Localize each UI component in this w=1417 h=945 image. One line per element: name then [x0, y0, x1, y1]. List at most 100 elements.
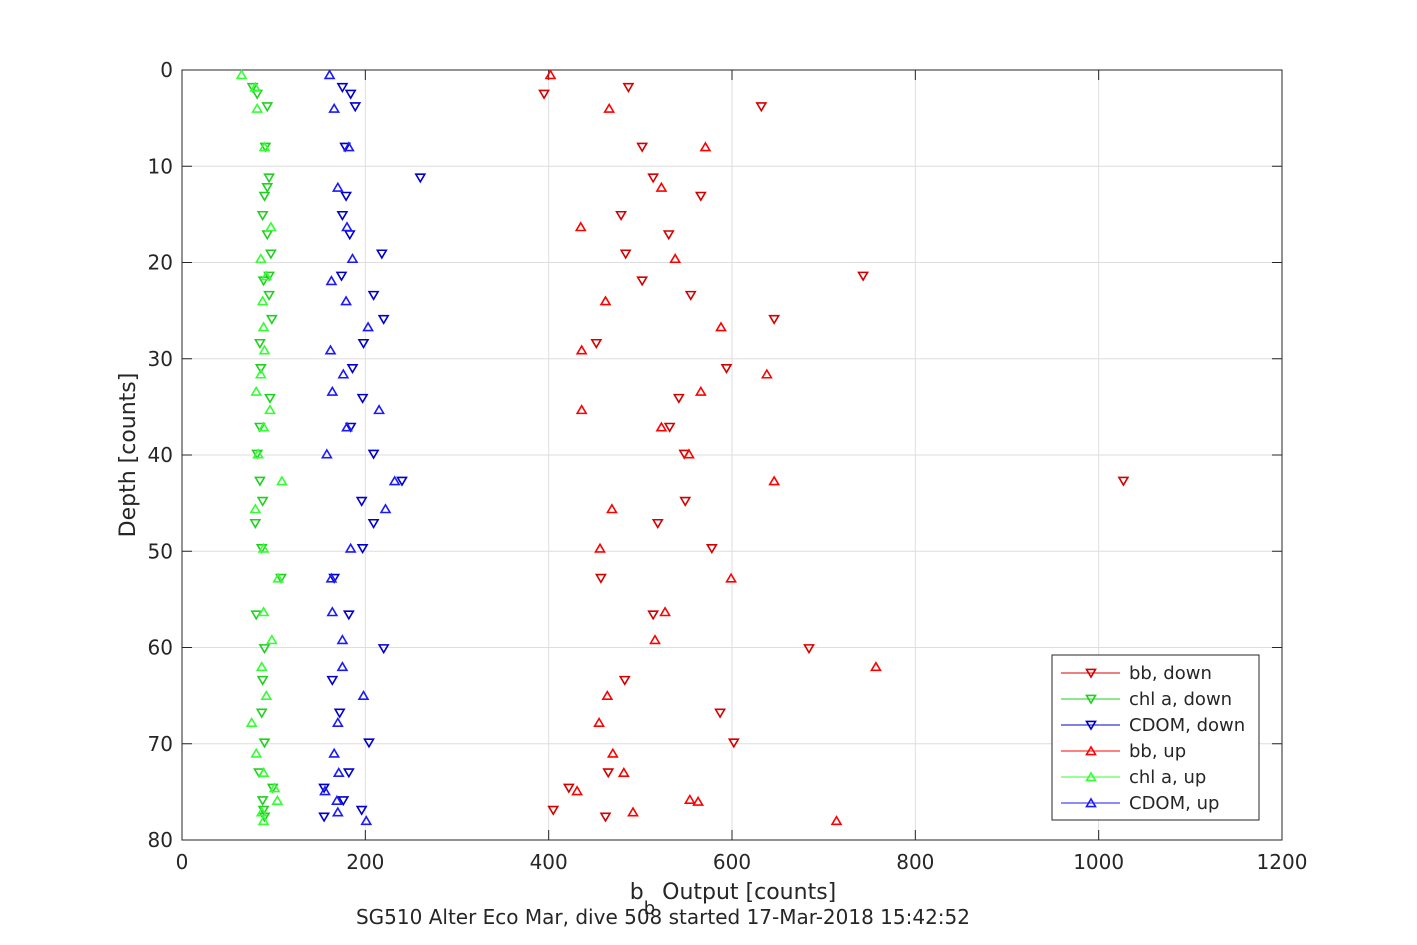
data-point: [602, 768, 615, 779]
data-point: [256, 210, 269, 221]
data-point: [575, 404, 588, 415]
legend-label: CDOM, up: [1129, 793, 1219, 814]
data-point: [355, 496, 368, 507]
data-point: [257, 766, 270, 778]
x-tick-label: 200: [346, 850, 384, 874]
data-point: [803, 644, 815, 655]
data-point: [254, 338, 266, 349]
data-point: [617, 766, 630, 778]
data-point: [357, 338, 370, 349]
data-point: [260, 689, 273, 701]
data-point: [344, 542, 357, 553]
y-axis-label: Depth [counts]: [116, 373, 141, 538]
data-point: [251, 102, 264, 113]
data-point: [265, 249, 277, 260]
data-point: [715, 321, 727, 332]
data-point: [249, 503, 262, 514]
data-point: [256, 295, 269, 306]
data-point: [615, 210, 627, 221]
data-point: [328, 747, 341, 758]
data-point: [373, 404, 385, 415]
data-point: [627, 806, 639, 817]
data-point: [694, 191, 707, 202]
legend-label: chl a, up: [1129, 767, 1206, 788]
data-point: [830, 815, 843, 826]
data-point: [263, 290, 275, 301]
data-point: [388, 475, 401, 486]
data-point: [258, 738, 271, 749]
data-point: [760, 368, 773, 379]
data-point: [265, 221, 277, 232]
data-point: [254, 368, 267, 379]
data-point: [601, 689, 614, 701]
data-point: [336, 82, 349, 93]
data-point: [342, 610, 355, 621]
data-point: [325, 572, 338, 583]
series-2: [318, 82, 427, 823]
data-point: [333, 708, 346, 719]
data-point: [257, 542, 270, 553]
data-point: [360, 815, 373, 826]
data-point: [257, 805, 270, 816]
y-tick-labels: 0 10 20 30 40 50 60 70 80: [148, 58, 173, 852]
data-point: [324, 344, 337, 355]
data-point: [636, 142, 649, 153]
data-point: [683, 448, 695, 459]
data-point: [255, 708, 268, 719]
data-point: [331, 181, 344, 192]
data-point: [337, 796, 350, 807]
data-point: [319, 785, 331, 796]
data-point: [258, 141, 271, 152]
legend-marker: [1085, 745, 1097, 756]
data-point: [337, 368, 350, 379]
data-point: [249, 81, 262, 92]
data-point: [367, 518, 380, 529]
data-point: [575, 344, 588, 355]
data-point: [342, 768, 355, 779]
y-tick-label: 70: [148, 732, 173, 756]
y-tick-label: 0: [160, 58, 173, 82]
y-tick-label: 20: [148, 251, 173, 275]
data-point: [725, 572, 737, 583]
data-point: [336, 634, 349, 645]
data-point: [599, 812, 612, 823]
data-point: [622, 82, 635, 93]
plot-frame: [181, 69, 1283, 841]
data-point: [326, 606, 339, 617]
data-point: [377, 644, 390, 655]
data-point: [705, 543, 718, 554]
data-point: [258, 644, 271, 655]
data-point: [683, 793, 696, 804]
data-point: [649, 634, 661, 645]
data-point: [694, 385, 707, 396]
data-point: [250, 385, 263, 396]
data-point: [755, 102, 768, 113]
data-point: [375, 249, 388, 260]
data-point: [619, 249, 632, 260]
data-point: [318, 812, 330, 823]
data-point: [594, 542, 606, 553]
y-tick-label: 60: [148, 636, 173, 660]
data-point: [325, 275, 338, 286]
x-tick-label: 800: [896, 850, 934, 874]
data-point: [663, 422, 676, 433]
data-point: [326, 385, 339, 396]
data-point: [254, 363, 267, 375]
legend-label: bb, up: [1129, 741, 1186, 762]
data-point: [357, 689, 370, 701]
data-point: [356, 393, 369, 404]
data-point: [249, 518, 262, 529]
data-point: [331, 716, 344, 727]
data-point: [647, 173, 660, 184]
x-tick-labels: 0 200 400 600 800 1000 1200: [176, 850, 1308, 874]
data-point: [606, 747, 619, 758]
data-point: [275, 573, 287, 584]
data-point: [870, 661, 882, 672]
x-tick-label: 1000: [1073, 850, 1124, 874]
legend-marker: [1085, 694, 1097, 705]
data-point: [263, 271, 275, 282]
legend-marker: [1085, 720, 1097, 731]
data-point: [252, 448, 264, 459]
data-point: [341, 421, 353, 432]
x-axis-label: bb Output [counts]: [630, 880, 837, 919]
